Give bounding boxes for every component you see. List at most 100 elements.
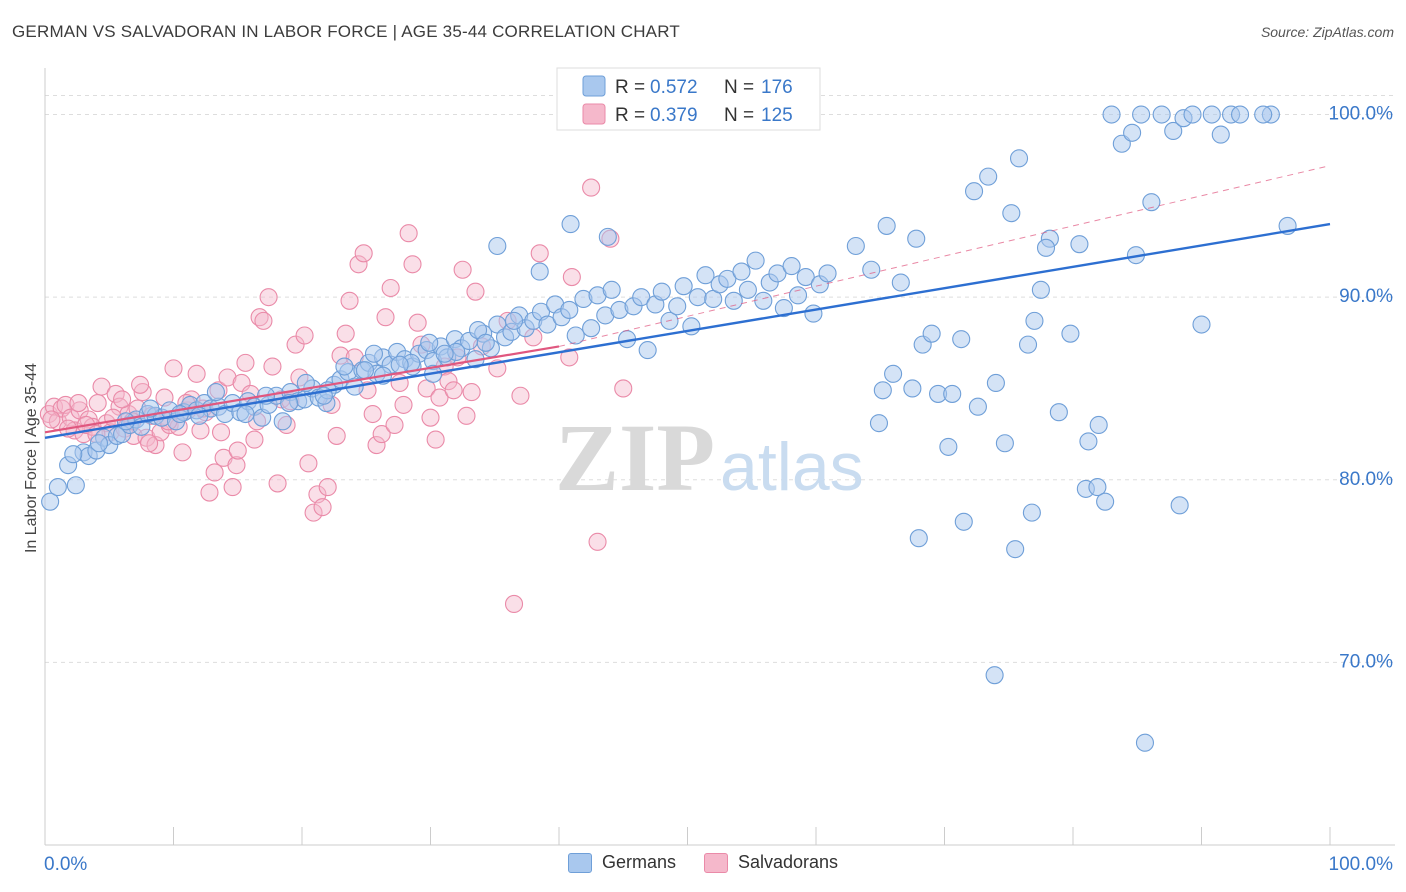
germans-point [668, 297, 687, 316]
germans-point [206, 383, 225, 402]
germans-point [602, 280, 621, 299]
germans-point [48, 478, 67, 497]
germans-point [1102, 105, 1121, 124]
salvadorans-point [133, 383, 152, 402]
salvadorans-point [205, 463, 224, 482]
salvadorans-point [376, 308, 395, 327]
germans-n-value: 176 [761, 77, 793, 98]
germans-point [66, 476, 85, 495]
salvadorans-point [408, 313, 427, 332]
germans-point [1135, 733, 1155, 752]
salvadorans-point [457, 406, 476, 425]
germans-point [1006, 540, 1025, 559]
salvadorans-trend-line [44, 345, 560, 434]
germans-point [435, 344, 454, 363]
x-tick-label-max: 100.0% [1329, 854, 1394, 875]
salvadorans-point [453, 260, 472, 279]
germans-point [190, 406, 209, 425]
salvadorans-point [560, 348, 579, 367]
germans-point [965, 182, 984, 201]
germans-n-label: N = [724, 77, 754, 98]
salvadorans-point [318, 478, 337, 497]
salvadorans-point [530, 244, 549, 263]
salvadorans-point [200, 483, 219, 502]
salvadorans-legend-swatch [703, 852, 728, 873]
germans-point [530, 262, 549, 281]
y-tick-label: 70.0% [1339, 651, 1393, 672]
salvadorans-point [399, 224, 418, 243]
salvadorans-point [504, 594, 524, 613]
salvadorans-point [327, 426, 346, 445]
salvadorans-point [462, 383, 481, 402]
salvadorans-point [511, 386, 530, 405]
germans-point [335, 357, 354, 376]
germans-point [1088, 478, 1107, 497]
salvadorans-point [466, 282, 485, 301]
salvadorans-point [295, 326, 314, 345]
germans-point [476, 333, 495, 352]
germans-point [688, 288, 707, 307]
salvadorans-point [403, 255, 422, 274]
germans-point [846, 236, 865, 256]
salvadorans-r-label: R = [615, 105, 645, 126]
germans-point [796, 268, 815, 287]
germans-point [632, 288, 651, 307]
source-label: Source: ZipAtlas.com [1260, 24, 1394, 40]
germans-point [952, 330, 971, 349]
salvadorans-point [430, 388, 449, 407]
salvadorans-point [187, 364, 206, 383]
germans-point [1049, 403, 1068, 422]
germans-point [943, 384, 962, 403]
germans-point [638, 341, 657, 360]
salvadorans-point [354, 244, 373, 263]
germans-point [1202, 105, 1221, 124]
germans-legend-label: Germans [601, 852, 676, 872]
germans-point [939, 437, 958, 456]
salvadorans-point [113, 390, 132, 409]
germans-point [891, 273, 910, 292]
germans-point [420, 333, 439, 352]
y-tick-label: 80.0% [1339, 469, 1393, 490]
germans-point [1009, 149, 1029, 168]
germans-point [1070, 235, 1089, 254]
germans-point [954, 512, 973, 531]
germans-point [995, 434, 1014, 453]
salvadorans-point [88, 394, 107, 413]
salvadorans-point [394, 395, 413, 414]
germans-point [818, 264, 837, 283]
germans-point [909, 529, 928, 548]
germans-point [986, 373, 1005, 393]
germans-point [652, 282, 671, 301]
y-tick-label: 90.0% [1339, 286, 1393, 307]
germans-point [1079, 432, 1098, 451]
germans-point [746, 251, 765, 270]
germans-r-label: R = [615, 77, 645, 98]
salvadorans-point [381, 278, 400, 298]
germans-point [1022, 503, 1041, 522]
germans-point [355, 361, 375, 380]
germans-point [754, 291, 773, 310]
salvadorans-r-value: 0.379 [650, 105, 698, 126]
germans-point [884, 364, 903, 383]
germans-point [582, 319, 601, 338]
germans-r-value: 0.572 [650, 77, 698, 98]
salvadorans-point [336, 324, 355, 343]
germans-point [41, 492, 60, 511]
germans-point [862, 260, 881, 279]
germans-point [1254, 105, 1273, 124]
germans-point [364, 344, 384, 363]
germans-point [1031, 280, 1050, 299]
germans-point [877, 216, 896, 235]
germans-point [1002, 204, 1021, 223]
watermark-atlas: atlas [720, 429, 864, 505]
salvadorans-points [39, 178, 633, 613]
germans-point [236, 404, 255, 424]
germans-legend-swatch [567, 852, 592, 873]
salvadorans-swatch [582, 103, 606, 125]
salvadorans-point [304, 503, 323, 522]
salvadorans-point [299, 454, 318, 473]
salvadorans-point [228, 441, 247, 460]
germans-point [985, 666, 1004, 685]
watermark: ZIP atlas [555, 404, 864, 511]
salvadorans-point [439, 372, 458, 391]
